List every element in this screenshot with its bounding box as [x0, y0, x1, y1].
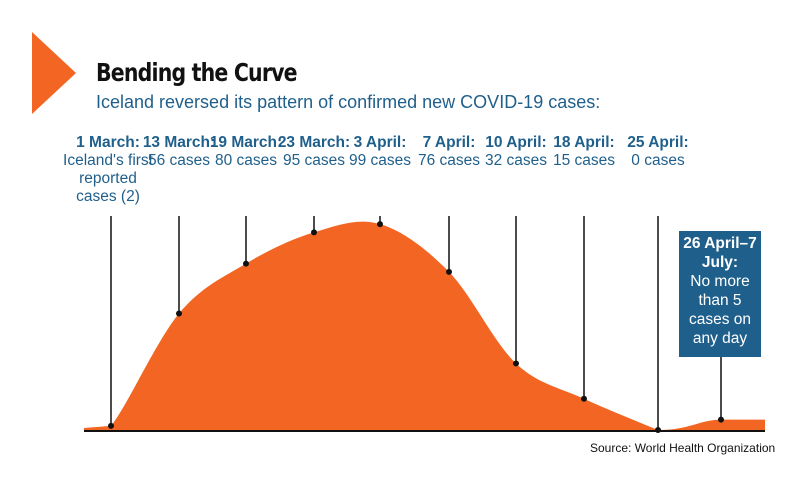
annotation-date: 25 April:	[627, 134, 689, 151]
data-point	[513, 360, 519, 367]
annotation-desc: 56 cases	[147, 152, 211, 169]
annotation-desc: Iceland's first reported cases (2)	[63, 152, 153, 205]
annotation-date: 23 March:	[277, 134, 351, 151]
annotation-desc: 15 cases	[552, 152, 616, 169]
annotation-label: 1 March: Iceland's first reported cases (…	[63, 134, 153, 206]
data-point	[377, 221, 383, 228]
data-point	[446, 268, 452, 275]
annotation-date: 19 March:	[209, 134, 283, 151]
data-point	[718, 416, 724, 423]
annotation-date: 18 April:	[553, 134, 615, 151]
cases-area	[84, 221, 765, 430]
final-period-date: 26 April–7 July:	[683, 235, 757, 271]
chart-subtitle: Iceland reversed its pattern of confirme…	[96, 92, 601, 112]
annotation-label: 10 April: 32 cases	[476, 134, 556, 170]
annotation-date: 3 April:	[353, 134, 407, 151]
annotation-date: 7 April:	[422, 134, 476, 151]
annotation-label: 25 April: 0 cases	[618, 134, 698, 170]
annotation-desc: 80 cases	[214, 152, 278, 169]
data-point	[655, 427, 661, 433]
data-point	[108, 422, 114, 429]
leader-lines	[108, 216, 724, 433]
title-arrow-marker	[32, 32, 76, 114]
annotation-date: 1 March:	[76, 134, 140, 151]
annotation-desc: 32 cases	[484, 152, 548, 169]
final-period-desc: No more than 5 cases on any day	[688, 273, 752, 347]
data-point	[581, 395, 587, 402]
data-point	[243, 260, 249, 267]
source-note: Source: World Health Organization	[590, 441, 776, 455]
annotation-label: 7 April: 76 cases	[409, 134, 489, 170]
annotation-date: 13 March:	[142, 134, 216, 151]
data-point	[176, 310, 182, 317]
annotation-desc: 76 cases	[417, 152, 481, 169]
annotation-desc: 99 cases	[348, 152, 412, 169]
annotation-label: 3 April: 99 cases	[340, 134, 420, 170]
chart-title: Bending the Curve	[96, 58, 298, 87]
annotation-label: 23 March: 95 cases	[274, 134, 354, 170]
annotation-label: 13 March: 56 cases	[139, 134, 219, 170]
annotation-desc: 0 cases	[631, 152, 685, 169]
annotation-desc: 95 cases	[282, 152, 346, 169]
annotation-label: 19 March: 80 cases	[206, 134, 286, 170]
final-period-box: 26 April–7 July: No more than 5 cases on…	[679, 231, 761, 357]
annotation-label: 18 April: 15 cases	[544, 134, 624, 170]
data-point	[311, 229, 317, 236]
annotation-date: 10 April:	[485, 134, 547, 151]
